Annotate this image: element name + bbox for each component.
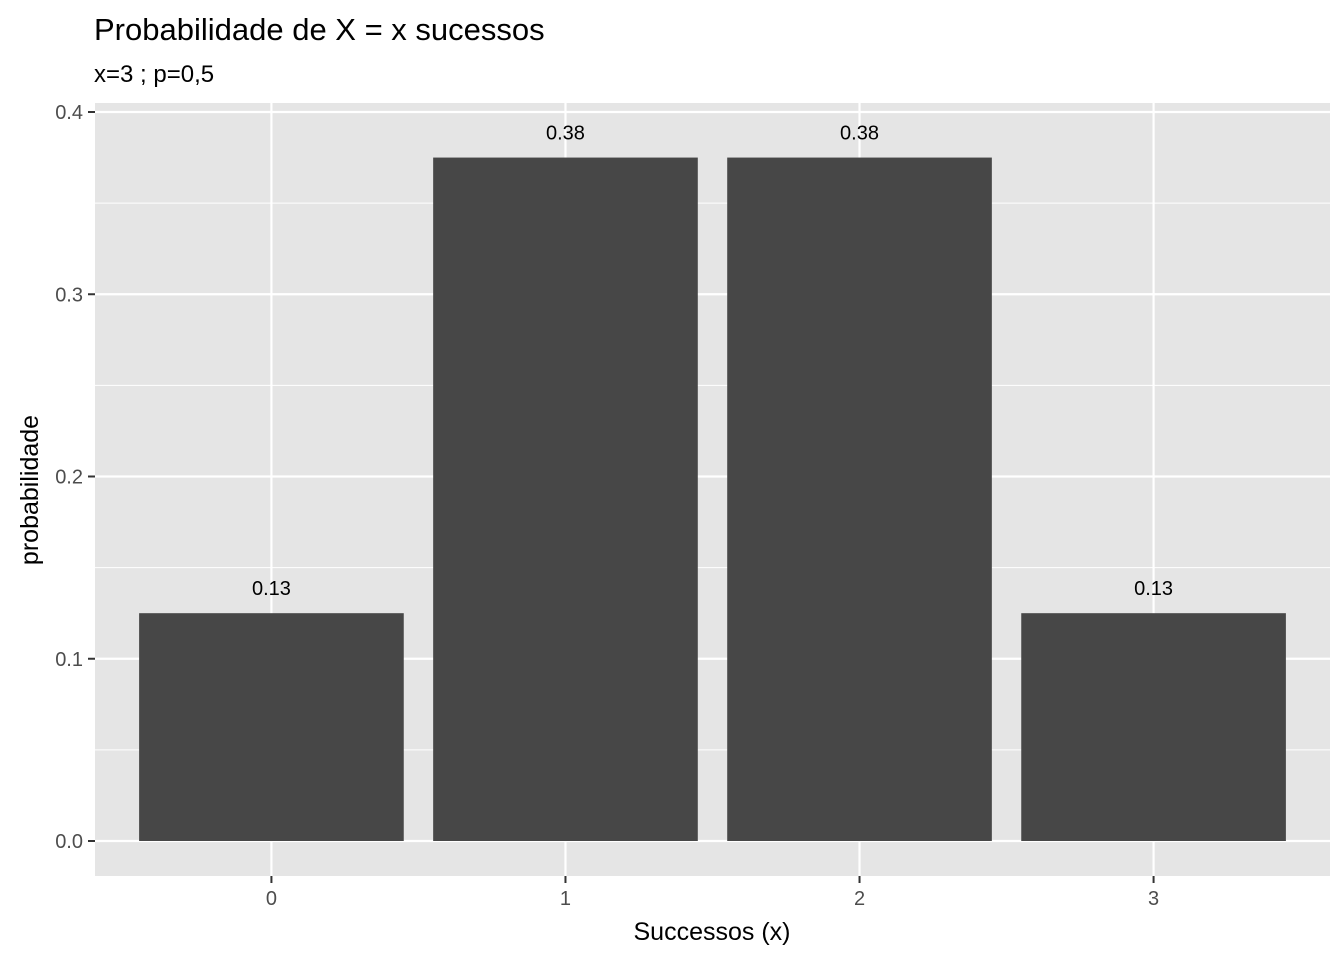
data-label-2: 0.38 [840,123,879,145]
y-axis: 0.0 0.1 0.2 0.3 0.4 [55,102,95,853]
y-tick-label: 0.0 [55,831,83,853]
y-tick-label: 0.1 [55,649,83,671]
x-tick-label: 3 [1148,888,1159,910]
bar-2 [727,157,992,841]
bar-1 [433,157,698,841]
chart-title: Probabilidade de X = x sucessos [94,12,545,47]
data-label-1: 0.38 [546,123,585,145]
bars [139,157,1286,841]
bar-0 [139,613,404,841]
bar-3 [1021,613,1286,841]
data-label-3: 0.13 [1134,578,1173,600]
x-axis-title: Successos (x) [634,918,791,946]
x-tick-label: 0 [266,888,277,910]
x-tick-label: 1 [560,888,571,910]
data-labels: 0.13 0.38 0.38 0.13 [252,123,1173,601]
y-tick-label: 0.2 [55,467,83,489]
y-tick-label: 0.3 [55,284,83,306]
x-axis: 0 1 2 3 [266,876,1159,910]
y-axis-title: probabilidade [16,415,44,565]
x-tick-label: 2 [854,888,865,910]
y-tick-label: 0.4 [55,102,83,124]
chart-subtitle: x=3 ; p=0,5 [94,61,214,88]
data-label-0: 0.13 [252,578,291,600]
